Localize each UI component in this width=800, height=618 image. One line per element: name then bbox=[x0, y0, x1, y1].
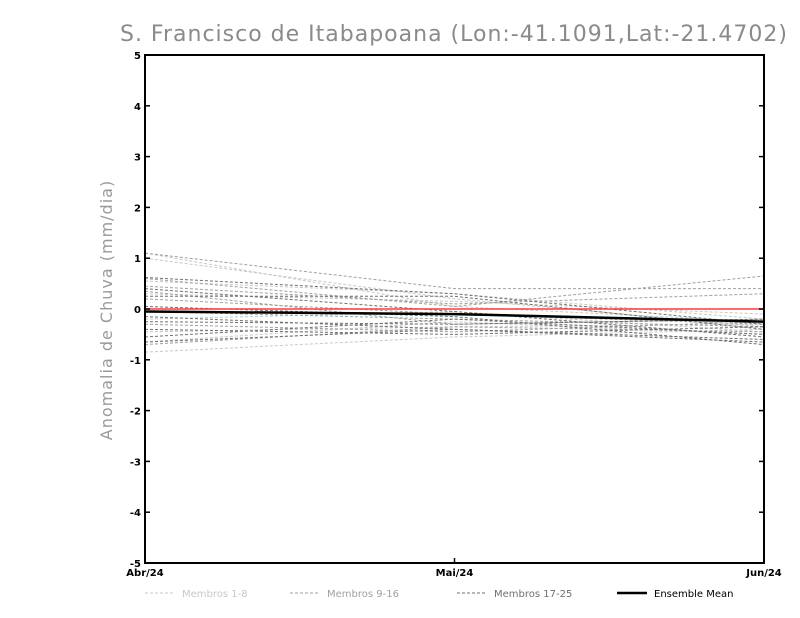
legend-item: Ensemble Mean bbox=[617, 589, 733, 600]
member-line-17 bbox=[144, 277, 765, 325]
x-tick-label: Mai/24 bbox=[436, 568, 474, 579]
y-tick-label: 5 bbox=[134, 51, 141, 62]
legend-item: Membros 1-8 bbox=[145, 589, 248, 600]
member-line-22 bbox=[144, 318, 765, 325]
legend-label: Ensemble Mean bbox=[654, 589, 733, 600]
member-line-7 bbox=[144, 328, 765, 353]
chart-title: S. Francisco de Itabapoana (Lon:-41.1091… bbox=[120, 22, 788, 47]
member-line-15 bbox=[144, 321, 765, 333]
member-line-11 bbox=[144, 285, 765, 305]
y-tick-label: -3 bbox=[130, 457, 141, 468]
member-line-1 bbox=[144, 252, 765, 323]
legend-label: Membros 1-8 bbox=[182, 589, 248, 600]
y-tick-label: -4 bbox=[130, 508, 141, 519]
member-line-14 bbox=[144, 311, 765, 328]
x-tick-label: Jun/24 bbox=[745, 568, 782, 579]
y-tick-label: -1 bbox=[130, 356, 141, 367]
y-tick-label: 3 bbox=[134, 153, 141, 164]
member-line-3 bbox=[144, 280, 765, 320]
member-line-21 bbox=[144, 316, 765, 340]
x-tick-label: Abr/24 bbox=[126, 568, 163, 579]
ensemble-mean-line bbox=[144, 310, 765, 323]
y-axis-label: Anomalia de Chuva (mm/dia) bbox=[97, 180, 116, 440]
y-tick-label: 1 bbox=[134, 254, 141, 265]
legend: Membros 1-8 Membros 9-16 Membros 17-25 Ense… bbox=[145, 589, 733, 600]
member-line-2 bbox=[144, 257, 765, 328]
legend-item: Membros 9-16 bbox=[290, 589, 399, 600]
y-tick-label: -5 bbox=[130, 559, 141, 570]
legend-label: Membros 9-16 bbox=[327, 589, 399, 600]
member-line-18 bbox=[144, 288, 765, 338]
series-layer bbox=[144, 252, 765, 353]
y-tick-label: 2 bbox=[134, 203, 141, 214]
member-line-25 bbox=[144, 328, 765, 343]
legend-item: Membros 17-25 bbox=[457, 589, 572, 600]
member-line-9 bbox=[144, 252, 764, 290]
member-line-10 bbox=[144, 275, 765, 307]
member-line-16 bbox=[144, 326, 765, 346]
member-line-20 bbox=[144, 305, 765, 346]
legend-label: Membros 17-25 bbox=[494, 589, 572, 600]
member-line-4 bbox=[144, 293, 765, 315]
member-line-24 bbox=[144, 318, 765, 338]
y-tick-label: -2 bbox=[130, 407, 141, 418]
y-tick-label: 0 bbox=[134, 305, 141, 316]
y-tick-label: 4 bbox=[134, 102, 141, 113]
axis-layer: -5 -4 -3 -2 -1 0 1 2 3 4 5 Abr/24 Mai/24 Jun/24 bbox=[126, 51, 782, 579]
